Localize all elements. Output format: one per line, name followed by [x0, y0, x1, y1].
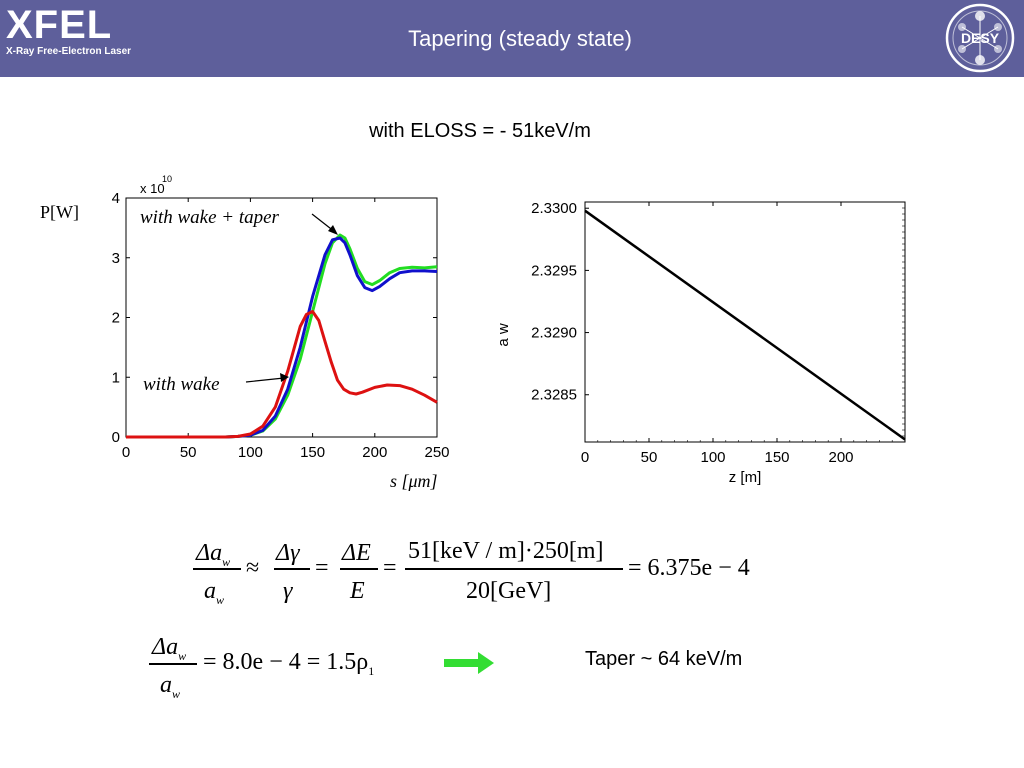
eq1-gamma-fraction-bar [274, 568, 310, 570]
eq1-energy-numerator: ΔE [342, 540, 371, 566]
eq1-energy-fraction-bar [340, 568, 378, 570]
aw-x-tick-label: 200 [828, 449, 853, 466]
aw-y-tick-label: 2.3285 [531, 387, 577, 404]
power-x-tick-label: 100 [238, 444, 263, 461]
annotation-wake-taper: with wake + taper [140, 207, 280, 228]
desy-logo: DESY [945, 3, 1015, 73]
power-y-label: P[W] [40, 202, 79, 222]
power-series-red [126, 310, 438, 439]
eq1-lhs-denominator: aw [204, 578, 225, 607]
power-x-tick-label: 0 [122, 444, 130, 461]
eq1-lhs-fraction-bar [193, 568, 241, 570]
aw-y-tick-label: 2.3300 [531, 200, 577, 217]
eq2-lhs-denominator: aw [160, 672, 181, 701]
eq2-rhs: = 8.0e − 4 = 1.5ρ1 [203, 649, 375, 678]
power-y-tick-label: 2 [112, 310, 120, 327]
annotation-wake-taper-arrowhead [328, 225, 338, 235]
y-multiplier: x 10 [140, 181, 165, 196]
power-chart-plot-area [125, 197, 438, 438]
eq1-equals-2: = [383, 555, 397, 581]
aw-y-tick-label: 2.3290 [531, 325, 577, 342]
eq1-main-fraction-bar [405, 568, 623, 570]
power-y-tick-label: 1 [112, 369, 120, 386]
eq1-gamma-denominator: γ [283, 578, 293, 604]
aw-y-label: a w [495, 323, 512, 347]
power-y-tick-label: 4 [112, 190, 120, 207]
power-x-tick-label: 250 [424, 444, 449, 461]
aw-x-tick-label: 0 [581, 449, 589, 466]
aw-x-tick-label: 150 [764, 449, 789, 466]
taper-note: Taper ~ 64 keV/m [585, 648, 743, 670]
aw-x-label: z [m] [729, 469, 762, 486]
eq1-main-numerator: 51[keV / m]·250[m] [408, 538, 604, 564]
power-y-tick-label: 0 [112, 429, 120, 446]
xfel-logo-subtitle: X-Ray Free-Electron Laser [6, 46, 132, 57]
annotation-wake-arrowhead [280, 373, 289, 382]
power-y-tick-label: 3 [112, 250, 120, 267]
power-x-tick-label: 200 [362, 444, 387, 461]
aw-series-line [584, 209, 906, 441]
slide-title: Tapering (steady state) [408, 26, 632, 51]
header-bar: XFEL X-Ray Free-Electron Laser Tapering … [0, 0, 1024, 77]
eq1-main-denominator: 20[GeV] [466, 578, 552, 604]
aw-x-tick-label: 100 [700, 449, 725, 466]
eq1-approx: ≈ [246, 555, 260, 581]
result-arrow-icon [444, 652, 494, 674]
eq1-gamma-numerator: Δγ [276, 540, 300, 566]
power-x-tick-label: 150 [300, 444, 325, 461]
power-x-label: s [μm] [390, 471, 438, 491]
eloss-subtitle: with ELOSS = - 51keV/m [369, 120, 591, 142]
power-series-blue [126, 236, 438, 439]
y-multiplier-exponent: 10 [162, 174, 172, 184]
aw-x-tick-label: 50 [641, 449, 658, 466]
power-x-tick-label: 50 [180, 444, 197, 461]
desy-label: DESY [961, 30, 1000, 46]
eq2-lhs-fraction-bar [149, 663, 197, 665]
aw-y-tick-label: 2.3295 [531, 262, 577, 279]
eq2-lhs-numerator: Δaw [152, 634, 187, 663]
eq1-lhs-numerator: Δaw [196, 540, 231, 569]
xfel-logo: XFEL [6, 3, 113, 47]
eq1-equals-1: = [315, 555, 329, 581]
annotation-wake: with wake [143, 374, 220, 395]
eq1-energy-denominator: E [350, 578, 365, 604]
eq1-result: = 6.375e − 4 [628, 555, 750, 581]
annotation-wake-arrow [245, 377, 285, 383]
